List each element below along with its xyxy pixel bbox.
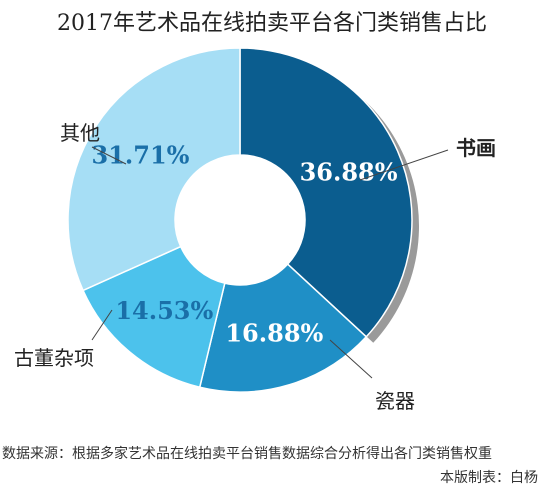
chart-title: 2017年艺术品在线拍卖平台各门类销售占比 <box>57 11 487 36</box>
value-label-gudong: 14.53% <box>115 296 213 325</box>
category-label-gudong: 古董杂项 <box>14 346 94 370</box>
value-label-ciqi: 16.88% <box>225 318 323 347</box>
slices <box>67 47 413 393</box>
value-label-qita: 31.71% <box>92 141 190 170</box>
leader-line-gudong <box>91 309 113 341</box>
value-labels: 36.88% 16.88% 14.53% 31.71% <box>92 141 398 348</box>
source-note: 数据来源：根据多家艺术品在线拍卖平台销售数据综合分析得出各门类销售权重 <box>2 445 492 462</box>
value-label-shuhua: 36.88% <box>300 158 398 187</box>
leader-line-ciqi <box>329 339 373 379</box>
leader-line-qita <box>91 146 127 165</box>
leader-lines <box>91 146 449 379</box>
category-label-ciqi: 瓷器 <box>375 389 415 413</box>
donut-hole <box>175 155 305 285</box>
leader-line-shuhua <box>359 149 449 181</box>
credit-line: 本版制表：白杨 <box>440 470 538 486</box>
category-label-shuhua: 书画 <box>456 136 496 160</box>
category-label-qita: 其他 <box>60 121 100 145</box>
